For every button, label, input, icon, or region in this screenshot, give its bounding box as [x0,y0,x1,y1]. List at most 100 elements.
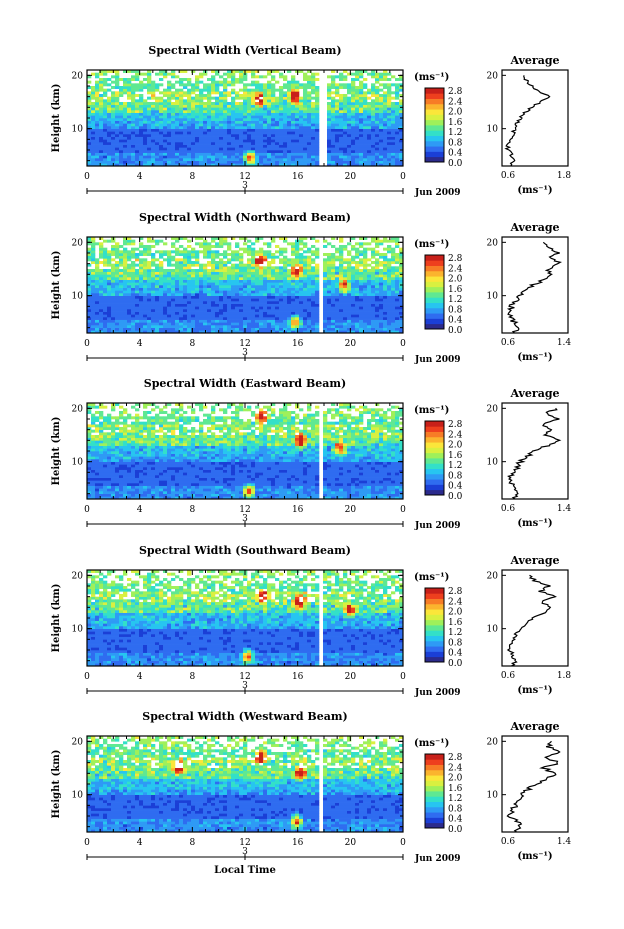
average-x-tick-label: 0.6 [501,671,516,681]
average-y-tick-label: 20 [487,737,499,747]
x-tick-label: 16 [292,339,304,349]
colorbar-swatch [425,119,444,126]
colorbar-swatch [425,292,444,298]
month-year-label: Jun 2009 [414,355,461,365]
colorbar-swatch [425,442,444,448]
x-tick-label: 0 [84,672,90,682]
average-x-unit: (ms⁻¹) [517,352,552,363]
colorbar-frame [424,420,445,496]
colorbar-swatch [425,489,444,496]
average-x-tick-label: 1.8 [557,671,572,681]
average-title: Average [509,221,559,234]
y-tick-label: 10 [72,125,84,135]
panel-2: Spectral Width (Northward Beam) 20 10 Heigh… [51,211,571,365]
panel-5: Spectral Width (Westward Beam) 20 10 Height… [51,710,571,876]
colorbar-tick-label: 2.0 [448,275,463,285]
colorbar-tick-label: 2.0 [448,608,463,618]
colorbar-tick-label: 0.0 [448,825,463,835]
colorbar-swatch [425,140,444,147]
colorbar-swatch [425,603,444,610]
colorbar-tick-label: 0.8 [448,804,463,814]
y-tick-label: 10 [72,791,84,801]
colorbar-swatch [425,769,444,776]
colorbar-tick-label: 0.4 [448,815,463,825]
colorbar-tick-label: 1.2 [448,461,462,471]
date-label: 3 [242,181,248,191]
average-x-tick-label: 1.4 [557,504,572,514]
colorbar-swatch [425,640,444,647]
colorbar-unit: (ms⁻¹) [414,239,449,250]
colorbar-tick-label: 2.0 [448,774,463,784]
heatmap-cells [87,736,404,833]
average-x-tick-label: 1.4 [557,837,572,847]
average-x-tick-label: 1.8 [557,171,572,181]
x-tick-label: 0 [400,172,406,182]
average-frame [501,69,569,167]
y-axis-label: Height (km) [51,84,62,153]
colorbar-swatch [425,421,444,427]
colorbar-tick-label: 2.0 [448,108,463,118]
x-tick-label: 16 [292,505,304,515]
y-tick-label: 20 [72,71,84,81]
colorbar-swatch [425,276,444,282]
x-tick-label: 0 [400,339,406,349]
average-x-tick-label: 0.6 [501,171,516,181]
colorbar-tick-label: 2.8 [448,87,463,97]
colorbar-swatch [425,103,444,110]
panel-title: Spectral Width (Westward Beam) [142,710,347,723]
average-title: Average [509,554,559,567]
average-x-tick-label: 0.6 [501,837,516,847]
x-axis-label: Local Time [214,865,276,876]
date-label: 3 [242,681,248,691]
colorbar-swatch [425,609,444,615]
x-tick-label: 4 [137,172,143,182]
colorbar-unit: (ms⁻¹) [414,72,449,83]
average-y-tick-label: 20 [487,571,499,581]
colorbar-swatch [425,307,444,314]
x-tick-label: 0 [84,505,90,515]
x-tick-label: 4 [137,505,143,515]
colorbar-unit: (ms⁻¹) [414,572,449,583]
panel-title: Spectral Width (Southward Beam) [139,544,351,557]
colorbar-tick-label: 1.6 [448,618,463,628]
average-frame [501,735,569,833]
y-tick-label: 10 [72,625,84,635]
average-x-tick-label: 0.6 [501,504,516,514]
date-label: 3 [242,847,248,857]
colorbar-swatch [425,146,444,152]
colorbar-swatch [425,484,444,491]
colorbar-swatch [425,593,444,599]
colorbar-swatch [425,635,444,642]
month-year-label: Jun 2009 [414,854,461,864]
y-axis-label: Height (km) [51,750,62,819]
date-label: 3 [242,348,248,358]
colorbar-tick-label: 2.8 [448,753,463,763]
colorbar-tick-label: 0.0 [448,492,463,502]
colorbar-swatch [425,780,444,787]
y-tick-label: 10 [72,458,84,468]
colorbar-swatch [425,313,444,319]
colorbar-swatch [425,806,444,813]
average-y-tick-label: 10 [487,292,499,302]
heatmap-cells [87,70,404,167]
panel-4: Spectral Width (Southward Beam) 20 10 Heigh… [51,544,571,698]
colorbar-swatch [425,651,444,658]
x-tick-label: 0 [400,838,406,848]
colorbar-swatch [425,98,444,105]
colorbar-tick-label: 1.6 [448,118,463,128]
x-tick-label: 0 [84,339,90,349]
x-tick-label: 0 [84,838,90,848]
panel-title: Spectral Width (Eastward Beam) [144,377,346,390]
colorbar-tick-label: 2.4 [448,264,463,274]
x-tick-label: 12 [239,505,250,515]
colorbar-swatch [425,270,444,277]
colorbar-tick-label: 0.0 [448,326,463,336]
average-title: Average [509,720,559,733]
x-tick-label: 20 [345,172,357,182]
average-frame [501,569,569,667]
x-tick-label: 8 [189,505,195,515]
average-frame [501,236,569,334]
x-tick-label: 12 [239,172,250,182]
average-y-tick-label: 10 [487,625,499,635]
x-tick-label: 20 [345,505,357,515]
